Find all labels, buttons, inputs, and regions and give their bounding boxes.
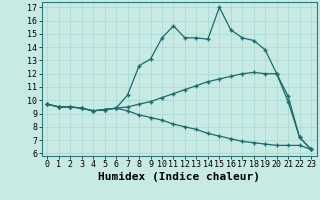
X-axis label: Humidex (Indice chaleur): Humidex (Indice chaleur) [98, 172, 260, 182]
